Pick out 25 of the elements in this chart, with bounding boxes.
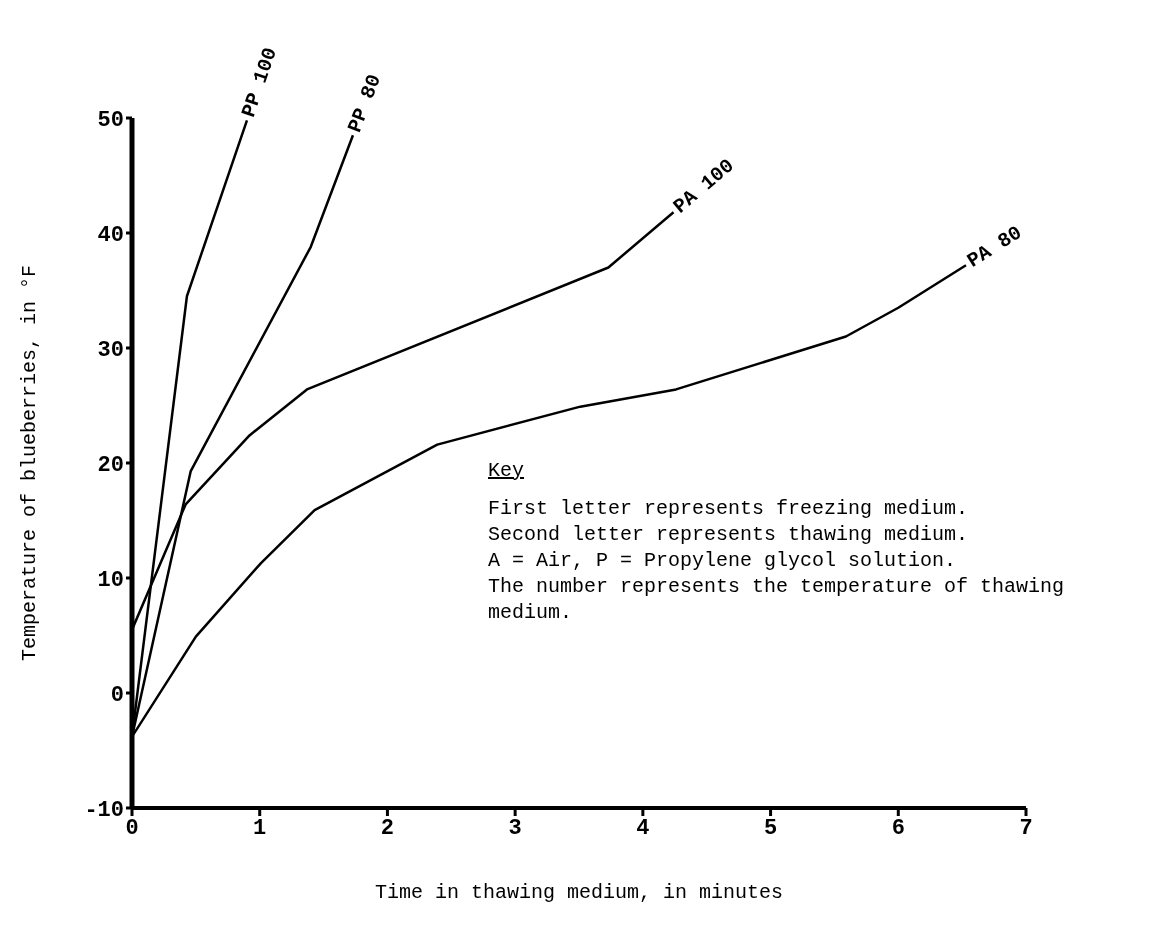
text: PP 100 xyxy=(237,44,283,121)
x-tick-label: 7 xyxy=(1019,815,1033,841)
x-tick-label: 6 xyxy=(891,815,905,841)
annotation: Key xyxy=(488,458,525,484)
y-axis-title: Temperature of blueberries, in °F xyxy=(18,264,42,662)
y-tick-label: 20 xyxy=(97,452,124,478)
x-axis-title: Time in thawing medium, in minutes xyxy=(374,881,784,904)
text: PP 80 xyxy=(343,71,387,136)
x-tick-label: 3 xyxy=(508,815,522,841)
x-tick-label: 5 xyxy=(763,815,778,841)
x-tick-label: 2 xyxy=(380,815,395,841)
annotation: Second letter represents thawing medium. xyxy=(488,522,970,548)
y-tick-label: 30 xyxy=(97,337,124,363)
x-tick-label: 4 xyxy=(636,815,650,841)
y-tick-label: 0 xyxy=(110,682,124,708)
text: PA 100 xyxy=(668,154,739,219)
y-tick-label: 40 xyxy=(97,222,124,248)
x-tick-label: 1 xyxy=(253,815,267,841)
y-tick-label: -10 xyxy=(84,797,124,823)
annotation: First letter represents freezing medium. xyxy=(488,496,970,522)
text: PA 80 xyxy=(963,221,1027,273)
y-tick-label: 50 xyxy=(97,107,124,133)
y-tick-label: 10 xyxy=(97,567,124,593)
annotation: A = Air, P = Propylene glycol solution. xyxy=(488,548,958,574)
annotation: The number represents the temperature of thawing medium. xyxy=(488,574,1066,626)
